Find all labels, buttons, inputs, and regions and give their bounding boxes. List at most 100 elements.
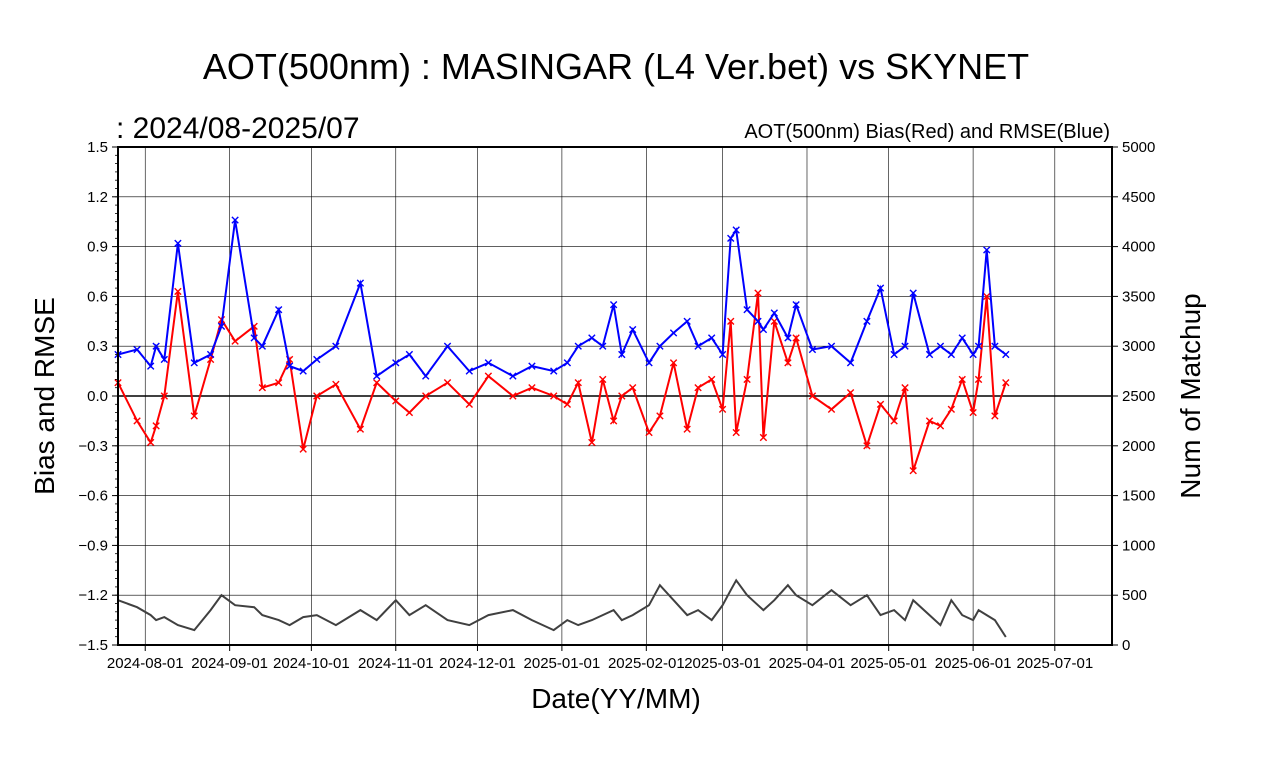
bias-point — [901, 384, 909, 392]
y-left-tick-label: 0.9 — [87, 239, 108, 256]
bias-point — [876, 400, 885, 408]
rmse-point — [231, 216, 239, 224]
x-tick-label: 2025-01-01 — [524, 655, 601, 672]
bias-point — [588, 438, 596, 447]
rmse-point — [909, 289, 917, 297]
bias-point — [422, 392, 430, 400]
rmse-point — [808, 345, 817, 354]
axis-layer: −1.5 −1.2 −0.9 −0.6 −0.3 0.0 0.3 0.6 0.9 1.2 1.5 0 5… — [78, 139, 1155, 672]
rmse-point — [1002, 350, 1010, 359]
y-right-tick-label: 3000 — [1122, 338, 1155, 355]
bias-point — [190, 412, 198, 420]
x-tick-label: 2025-02-01 — [608, 655, 685, 672]
rmse-point — [683, 317, 691, 325]
rmse-point — [936, 342, 945, 350]
rmse-point — [313, 355, 321, 364]
bias-point — [846, 388, 855, 397]
rmse-point — [609, 301, 618, 309]
rmse-point — [152, 342, 160, 350]
y-axis-left-label: Bias and RMSE — [29, 297, 60, 495]
bias-point — [890, 417, 898, 425]
bias-point — [991, 412, 999, 420]
plot-frame — [117, 146, 1113, 646]
y-left-tick-label: 1.5 — [87, 139, 108, 156]
rmse-point — [332, 342, 340, 350]
rmse-point — [727, 234, 735, 242]
bias-point — [808, 392, 817, 400]
x-tick-label: 2024-11-01 — [358, 655, 434, 672]
bias-point — [759, 433, 768, 442]
bias-point — [784, 359, 792, 367]
bias-point — [160, 392, 168, 400]
bias-point — [827, 405, 836, 413]
rmse-point — [694, 342, 702, 350]
bias-point — [909, 467, 917, 475]
bias-point — [146, 438, 155, 447]
y-left-tick-label: 0.3 — [87, 338, 108, 355]
num-of-matchup-line — [117, 578, 1007, 638]
y-right-tick-label: 4500 — [1122, 189, 1155, 206]
bias-point — [563, 400, 572, 408]
rmse-point — [299, 367, 307, 375]
rmse-point — [465, 367, 473, 375]
bias-point — [174, 287, 182, 296]
rmse-point — [901, 342, 909, 350]
bias-point — [332, 380, 340, 389]
rmse-point — [574, 342, 582, 350]
x-tick-label: 2025-03-01 — [684, 655, 761, 672]
bias-point — [392, 397, 400, 405]
bias-point — [405, 408, 414, 417]
rmse-point — [947, 350, 956, 359]
legend-note: AOT(500nm) Bias(Red) and RMSE(Blue) — [744, 121, 1110, 143]
bias-point — [707, 375, 716, 384]
rmse-point — [160, 355, 168, 364]
x-tick-label: 2024-09-01 — [191, 655, 268, 672]
rmse-point — [588, 334, 596, 342]
rmse-point — [274, 305, 283, 314]
bias-point — [231, 337, 239, 345]
rmse-point — [958, 334, 966, 342]
rmse-point — [629, 325, 637, 334]
bias-point — [645, 428, 653, 437]
bias-point — [152, 422, 160, 430]
y-right-tick-label: 3500 — [1122, 288, 1155, 305]
rmse-point — [827, 342, 836, 350]
rmse-point — [669, 329, 678, 337]
y-left-tick-label: 0.0 — [87, 388, 108, 405]
rmse-point — [392, 359, 400, 367]
rmse-point — [759, 325, 768, 334]
rmse-point — [206, 350, 215, 359]
bias-point — [683, 425, 691, 433]
rmse-point — [770, 309, 779, 317]
bias-point — [925, 417, 934, 425]
y-right-tick-label: 1000 — [1122, 537, 1155, 554]
y-right-tick-label: 5000 — [1122, 139, 1155, 156]
bias-point — [727, 317, 735, 325]
y-left-tick-label: −1.5 — [78, 637, 108, 654]
x-tick-label: 2024-12-01 — [439, 655, 516, 672]
x-tick-label: 2025-06-01 — [935, 655, 1012, 672]
y-axis-right-label: Num of Matchup — [1175, 293, 1206, 498]
bias-point — [274, 379, 283, 387]
rmse-point — [784, 334, 792, 342]
rmse-point — [133, 345, 141, 354]
rmse-point — [599, 342, 607, 350]
bias-point — [947, 405, 956, 413]
y-right-tick-label: 2500 — [1122, 388, 1155, 405]
rmse-point — [792, 301, 800, 309]
rmse-point — [285, 362, 294, 370]
bias-point — [509, 392, 517, 400]
period-label: : 2024/08-2025/07 — [116, 112, 360, 145]
bias-point — [983, 292, 991, 301]
bias-point — [969, 408, 977, 417]
rmse-point — [890, 350, 898, 359]
bias-point — [618, 392, 626, 400]
bias-point — [694, 384, 702, 392]
bias-point — [550, 392, 558, 400]
rmse-point — [846, 359, 855, 367]
chart-title: AOT(500nm) : MASINGAR (L4 Ver.bet) vs SK… — [203, 46, 1029, 87]
y-right-tick-label: 2000 — [1122, 438, 1155, 455]
